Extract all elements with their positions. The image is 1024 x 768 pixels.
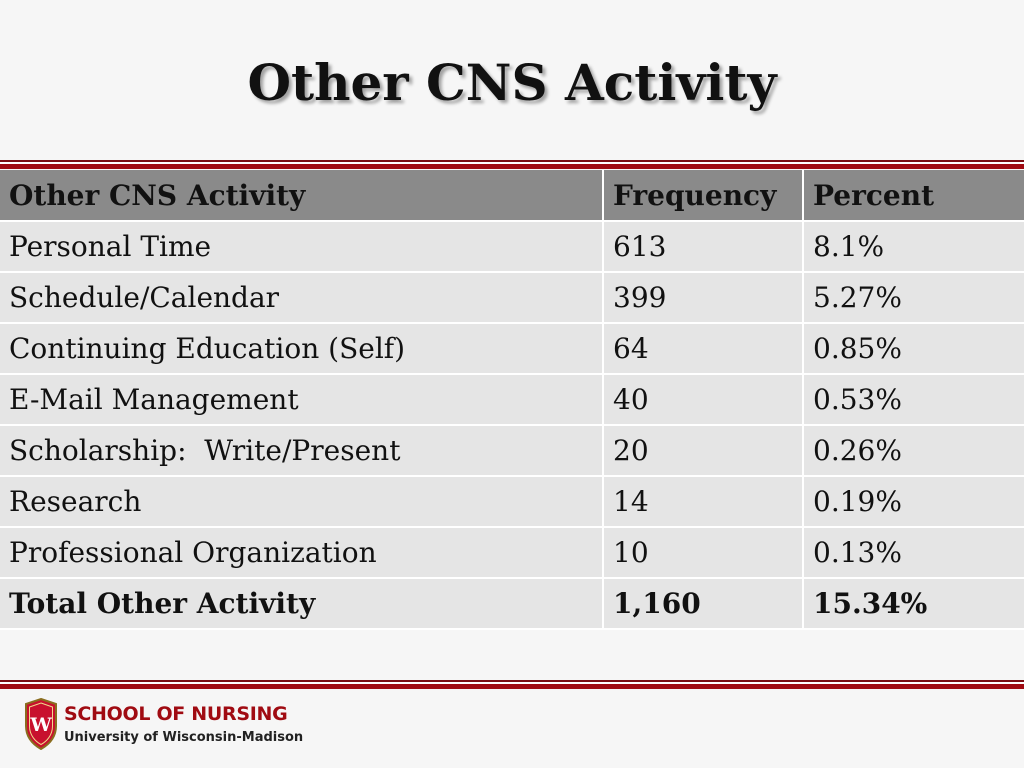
column-header-frequency: Frequency: [603, 170, 804, 222]
frequency-cell: 613: [603, 221, 804, 273]
percent-cell: 0.19%: [803, 476, 1024, 528]
column-header-activity: Other CNS Activity: [0, 170, 604, 222]
top-divider: [0, 160, 1024, 169]
frequency-cell: 40: [603, 374, 804, 426]
university-name: University of Wisconsin-Madison: [64, 730, 304, 745]
total-label-cell: Total Other Activity: [0, 578, 604, 630]
table-row: Schedule/Calendar 399 5.27%: [0, 272, 1024, 324]
table-row: Professional Organization 10 0.13%: [0, 527, 1024, 579]
frequency-cell: 399: [603, 272, 804, 324]
activity-table: Other CNS Activity Frequency Percent Per…: [0, 170, 1024, 630]
total-percent-cell: 15.34%: [803, 578, 1024, 630]
frequency-cell: 10: [603, 527, 804, 579]
percent-cell: 8.1%: [803, 221, 1024, 273]
activity-cell: Continuing Education (Self): [0, 323, 604, 375]
column-header-percent: Percent: [803, 170, 1024, 222]
table-header-row: Other CNS Activity Frequency Percent: [0, 170, 1024, 222]
slide-title: Other CNS Activity: [247, 53, 777, 112]
table-row: Continuing Education (Self) 64 0.85%: [0, 323, 1024, 375]
frequency-cell: 20: [603, 425, 804, 477]
activity-cell: Personal Time: [0, 221, 604, 273]
frequency-cell: 64: [603, 323, 804, 375]
activity-cell: Scholarship: Write/Present: [0, 425, 604, 477]
table-row: Scholarship: Write/Present 20 0.26%: [0, 425, 1024, 477]
bottom-divider: [0, 680, 1024, 689]
table-row: Research 14 0.19%: [0, 476, 1024, 528]
table-total-row: Total Other Activity 1,160 15.34%: [0, 578, 1024, 630]
percent-cell: 5.27%: [803, 272, 1024, 324]
table-row: E-Mail Management 40 0.53%: [0, 374, 1024, 426]
percent-cell: 0.13%: [803, 527, 1024, 579]
activity-cell: Research: [0, 476, 604, 528]
frequency-cell: 14: [603, 476, 804, 528]
activity-cell: Schedule/Calendar: [0, 272, 604, 324]
activity-cell: E-Mail Management: [0, 374, 604, 426]
percent-cell: 0.53%: [803, 374, 1024, 426]
percent-cell: 0.85%: [803, 323, 1024, 375]
activity-cell: Professional Organization: [0, 527, 604, 579]
total-frequency-cell: 1,160: [603, 578, 804, 630]
uw-crest-icon: W: [25, 698, 57, 750]
percent-cell: 0.26%: [803, 425, 1024, 477]
svg-text:W: W: [29, 714, 52, 736]
school-name: SCHOOL OF NURSING: [64, 703, 288, 725]
table-row: Personal Time 613 8.1%: [0, 221, 1024, 273]
